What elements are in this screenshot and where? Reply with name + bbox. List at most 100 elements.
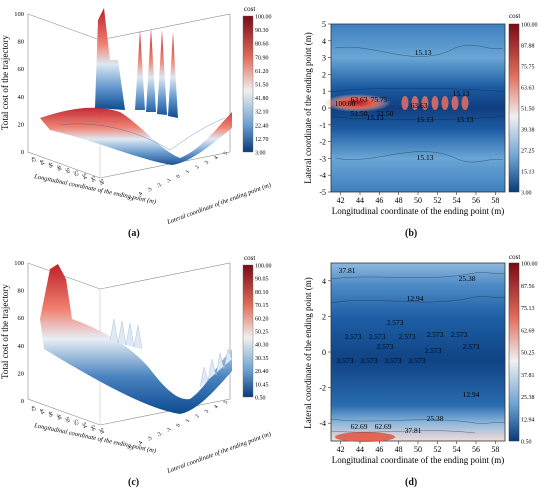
contour-label: 63.63	[351, 95, 368, 104]
ylabel-b: Lateral coordinate of the ending point (…	[303, 32, 313, 183]
contour-label: 15.13	[367, 113, 384, 122]
colorbar-tick: 75.75	[521, 65, 535, 71]
contour-label: 37.81	[405, 426, 422, 435]
colorbar-title-a: cost	[244, 5, 255, 13]
y-tick: 2	[322, 312, 326, 321]
contour-label: 12.94	[407, 294, 424, 303]
contour-label: 15.13	[417, 115, 434, 124]
x-tick: 44	[38, 159, 46, 166]
y-tick: 0	[322, 348, 326, 357]
colorbar-tick: 3.00	[255, 151, 266, 157]
contour-label: 2.573	[427, 330, 444, 339]
contour-label: 62.69	[375, 422, 392, 431]
z-tick: 60	[18, 315, 25, 322]
x-tick: 42	[337, 196, 345, 205]
x-tick: 44	[38, 408, 46, 415]
contour-label: 51.50	[351, 109, 368, 118]
ylabel-d: Lateral coordinate of the ending point (…	[303, 277, 313, 428]
colorbar-tick: 51.50	[521, 107, 535, 113]
y-tick: 1	[185, 169, 192, 175]
colorbar-tick: 41.80	[255, 96, 269, 102]
panel-a: 0 20 40 60 80 100 42 44 46 48 50 52 54 56 58 -5 -4 -3 -2 -1…	[0, 0, 275, 248]
y-tick: -2	[156, 431, 164, 438]
x-tick: 54	[453, 196, 461, 205]
y-tick: 2	[322, 70, 326, 79]
colorbar-tick: 63.63	[521, 86, 535, 92]
colorbar-tick: 62.69	[521, 328, 535, 334]
contour-label: 15.13	[417, 153, 434, 162]
panel-c: 0 20 40 60 80 100 42 44 46 48 50 52 54 56 58 -5 -4 -3 -2 -1…	[0, 249, 275, 497]
y-tick: 4	[322, 277, 326, 286]
x-tick: 42	[337, 445, 345, 454]
y-tick: -1	[165, 177, 173, 184]
y-tick: -4	[319, 171, 326, 180]
colorbar-tick: 50.25	[255, 330, 269, 336]
colorbar-tick: 100.00	[255, 15, 272, 21]
z-tick: 40	[18, 94, 25, 101]
x-tick: 54	[80, 422, 88, 429]
plot-area-b	[330, 23, 506, 193]
colorbar-tick: 40.30	[255, 343, 269, 349]
colorbar-tick: 20.40	[255, 369, 269, 375]
colorbar-title-b: cost	[509, 12, 520, 20]
colorbar-tick: 32.10	[255, 110, 269, 116]
x-tick: 56	[89, 176, 97, 183]
contour-label: 2.573	[385, 356, 402, 365]
y-tick: 2	[194, 164, 201, 170]
contour-label: 15.13	[457, 115, 474, 124]
y-tick: -2	[319, 384, 326, 393]
colorbar-tick: 27.25	[521, 149, 535, 155]
y-tick: 1	[185, 418, 192, 424]
colorbar-tick: 37.81	[521, 373, 535, 379]
x-tick: 56	[472, 445, 480, 454]
colorbar-tick: 15.13	[521, 170, 535, 176]
contour-label: 2.573	[377, 342, 394, 351]
colorbar-tick: 60.20	[255, 316, 269, 322]
ylabel-c: Lateral coordinate of the ending point (…	[165, 431, 272, 476]
surface-body	[40, 107, 232, 165]
x-tick: 58	[491, 196, 499, 205]
x-tick: 46	[46, 411, 54, 418]
caption-a: (a)	[128, 228, 140, 239]
x-tick: 52	[72, 170, 80, 177]
colorbar-tick: 39.38	[521, 128, 535, 134]
y-tick: 1	[322, 87, 326, 96]
hot-spot	[441, 96, 449, 110]
contour-label: 25.38	[459, 274, 476, 283]
caption-c: (c)	[128, 477, 140, 488]
colorbar-tick: 87.88	[521, 44, 535, 50]
x-tick: 46	[46, 162, 54, 169]
x-tick: 56	[472, 196, 480, 205]
x-tick: 42	[29, 405, 37, 412]
z-tick: 20	[18, 370, 25, 377]
surface-peak	[95, 8, 125, 110]
contour-label: 15.13	[415, 48, 432, 57]
hot-spot	[401, 96, 409, 110]
xlabel-d: Longitudinal coordinate of the ending po…	[332, 455, 504, 465]
y-tick: -5	[127, 445, 135, 452]
hot-spot	[421, 96, 429, 110]
xlabel-b: Longitudinal coordinate of the ending po…	[332, 206, 504, 216]
colorbar-tick: 90.30	[255, 28, 269, 34]
hot-spot	[431, 96, 439, 110]
colorbar-d	[508, 262, 520, 442]
contour-label: 2.573	[425, 346, 442, 355]
x-tick: 44	[356, 445, 364, 454]
colorbar-tick: 61.20	[255, 69, 269, 75]
colorbar-tick: 100.00	[521, 23, 538, 29]
caption-b: (b)	[405, 228, 418, 239]
contour-label: 63.63	[411, 101, 428, 110]
y-tick: 5	[223, 400, 230, 406]
z-tick: 0	[21, 398, 24, 405]
contour-label: 37.81	[339, 266, 356, 275]
y-tick: -2	[156, 182, 164, 189]
x-tick: 50	[414, 196, 422, 205]
z-tick: 0	[21, 149, 24, 156]
z-tick: 100	[14, 11, 24, 18]
colorbar-tick: 10.45	[255, 382, 269, 388]
x-tick: 50	[414, 445, 422, 454]
y-tick: 0	[175, 423, 182, 429]
hot-band-b	[323, 94, 391, 112]
colorbar-tick: 70.15	[255, 303, 269, 309]
x-tick: 48	[55, 164, 63, 171]
